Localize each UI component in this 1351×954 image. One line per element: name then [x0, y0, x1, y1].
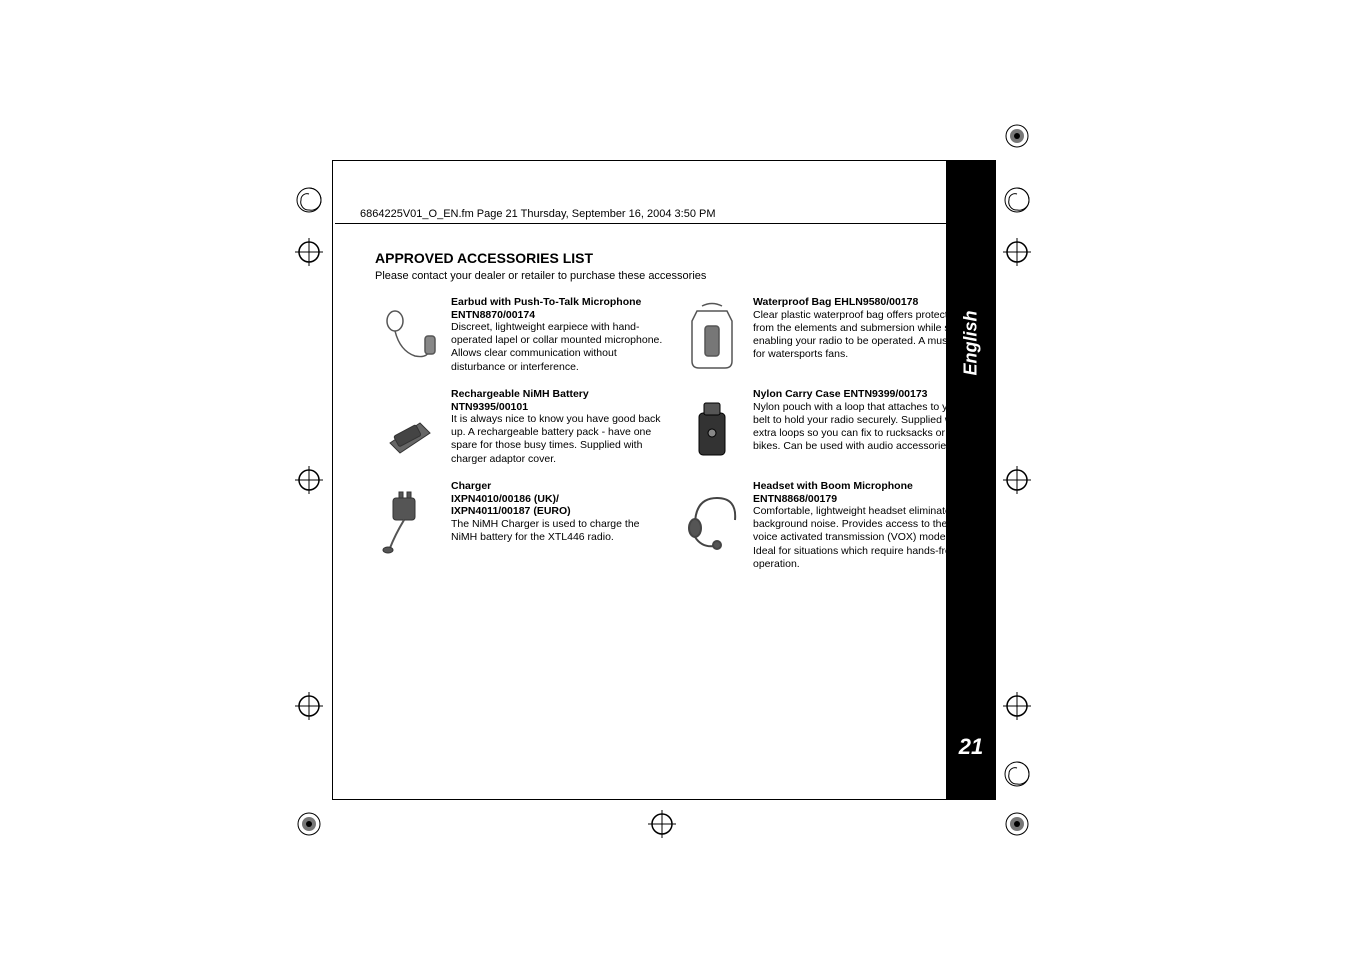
- item-title: Rechargeable NiMH Battery NTN9395/00101: [451, 388, 663, 413]
- regmark-color-icon: [295, 810, 323, 838]
- regmark-crosshair-icon: [1003, 692, 1031, 720]
- item-title: Nylon Carry Case ENTN9399/00173: [753, 388, 965, 401]
- item-text: Earbud with Push-To-Talk Microphone ENTN…: [451, 296, 663, 376]
- headset-icon: [677, 480, 747, 560]
- accessory-item: Charger IXPN4010/00186 (UK)/ IXPN4011/00…: [375, 480, 663, 560]
- carry-case-icon: [677, 388, 747, 468]
- waterproof-bag-icon: [677, 296, 747, 376]
- left-column: Earbud with Push-To-Talk Microphone ENTN…: [375, 296, 663, 571]
- right-column: Waterproof Bag EHLN9580/00178 Clear plas…: [677, 296, 965, 571]
- accessory-item: Rechargeable NiMH Battery NTN9395/00101 …: [375, 388, 663, 468]
- item-desc: The NiMH Charger is used to charge the N…: [451, 518, 663, 544]
- item-desc: Comfortable, lightweight headset elimina…: [753, 505, 965, 571]
- accessory-item: Headset with Boom Microphone ENTN8868/00…: [677, 480, 965, 571]
- accessory-item: Earbud with Push-To-Talk Microphone ENTN…: [375, 296, 663, 376]
- item-title: Headset with Boom Microphone ENTN8868/00…: [753, 480, 965, 505]
- page-intro: Please contact your dealer or retailer t…: [375, 270, 965, 282]
- battery-icon: [375, 388, 445, 468]
- regmark-crosshair-icon: [295, 238, 323, 266]
- item-title: Charger IXPN4010/00186 (UK)/ IXPN4011/00…: [451, 480, 663, 518]
- columns: Earbud with Push-To-Talk Microphone ENTN…: [375, 296, 965, 571]
- item-title: Earbud with Push-To-Talk Microphone ENTN…: [451, 296, 663, 321]
- item-desc: Nylon pouch with a loop that attaches to…: [753, 401, 965, 454]
- accessory-item: Waterproof Bag EHLN9580/00178 Clear plas…: [677, 296, 965, 376]
- item-text: Waterproof Bag EHLN9580/00178 Clear plas…: [753, 296, 965, 376]
- item-desc: Discreet, lightweight earpiece with hand…: [451, 321, 663, 374]
- item-text: Nylon Carry Case ENTN9399/00173 Nylon po…: [753, 388, 965, 468]
- earbud-icon: [375, 296, 445, 376]
- regmark-spiral-icon: [1003, 186, 1031, 214]
- regmark-crosshair-icon: [295, 466, 323, 494]
- regmark-crosshair-icon: [648, 810, 676, 838]
- regmark-crosshair-icon: [295, 692, 323, 720]
- item-text: Headset with Boom Microphone ENTN8868/00…: [753, 480, 965, 571]
- header-rule: [335, 223, 985, 224]
- print-header: 6864225V01_O_EN.fm Page 21 Thursday, Sep…: [360, 208, 716, 220]
- tab-page-number: 21: [946, 734, 996, 760]
- item-text: Rechargeable NiMH Battery NTN9395/00101 …: [451, 388, 663, 468]
- page-title: APPROVED ACCESSORIES LIST: [375, 250, 965, 266]
- accessory-item: Nylon Carry Case ENTN9399/00173 Nylon po…: [677, 388, 965, 468]
- item-text: Charger IXPN4010/00186 (UK)/ IXPN4011/00…: [451, 480, 663, 560]
- regmark-crosshair-icon: [1003, 466, 1031, 494]
- charger-icon: [375, 480, 445, 560]
- item-desc: Clear plastic waterproof bag offers prot…: [753, 309, 965, 362]
- item-desc: It is always nice to know you have good …: [451, 413, 663, 466]
- regmark-spiral-icon: [1003, 760, 1031, 788]
- item-title: Waterproof Bag EHLN9580/00178: [753, 296, 965, 309]
- regmark-color-icon: [1003, 810, 1031, 838]
- regmark-crosshair-icon: [1003, 238, 1031, 266]
- page: 6864225V01_O_EN.fm Page 21 Thursday, Sep…: [0, 0, 1351, 954]
- regmark-color-icon: [1003, 122, 1031, 150]
- regmark-spiral-icon: [295, 186, 323, 214]
- content: APPROVED ACCESSORIES LIST Please contact…: [375, 250, 965, 571]
